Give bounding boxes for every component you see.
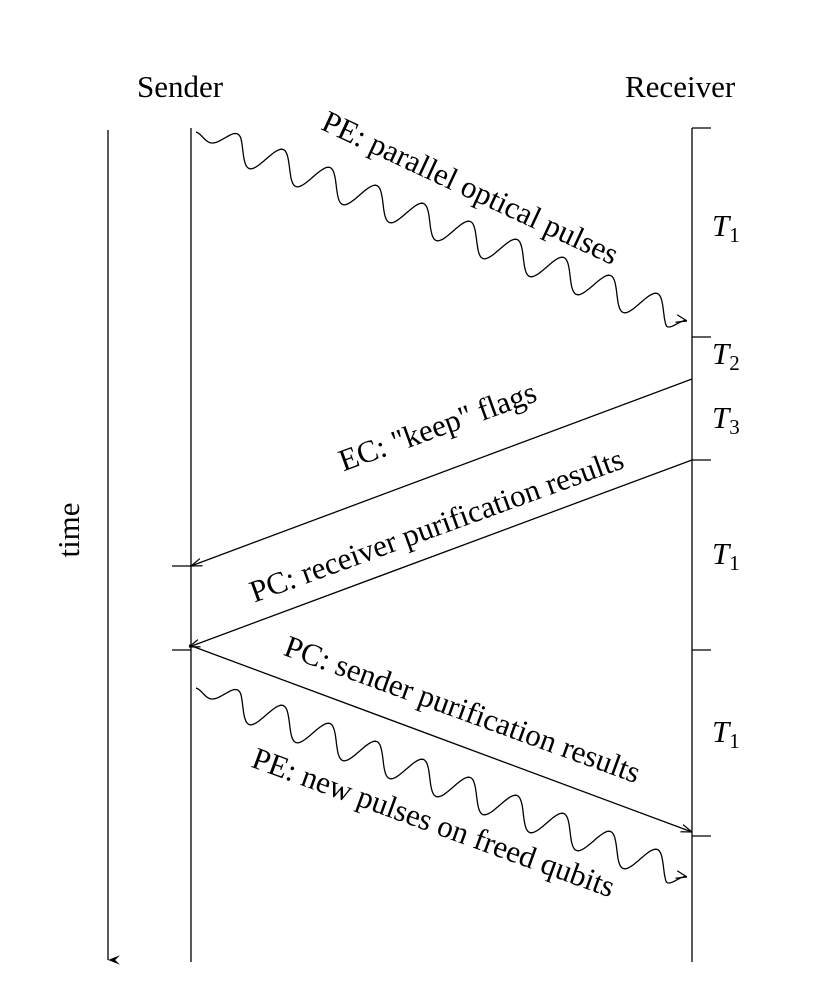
receiver-label: Receiver bbox=[625, 69, 736, 104]
message-label-ec-keep: EC: "keep" flags bbox=[334, 374, 541, 478]
sender-results-arrow bbox=[188, 644, 692, 832]
message-label-pe-new: PE: new pulses on freed qubits bbox=[248, 740, 620, 904]
interval-label-t1: T1 bbox=[712, 208, 740, 247]
message-label-pc-sender: PC: sender purification results bbox=[280, 628, 646, 790]
optical-pulse-wave bbox=[195, 687, 687, 884]
sender-label: Sender bbox=[137, 69, 224, 104]
message-label-pe-parallel: PE: parallel optical pulses bbox=[317, 103, 624, 271]
time-label: time bbox=[51, 502, 86, 557]
optical-pulse-wave bbox=[195, 131, 687, 328]
interval-label-t2: T2 bbox=[712, 336, 740, 375]
keep-flags-arrow bbox=[191, 378, 693, 566]
interval-label-t1: T1 bbox=[712, 714, 740, 753]
receiver-results-arrow bbox=[189, 459, 693, 647]
interval-label-t3: T3 bbox=[712, 400, 740, 439]
interval-label-t1: T1 bbox=[712, 536, 740, 575]
